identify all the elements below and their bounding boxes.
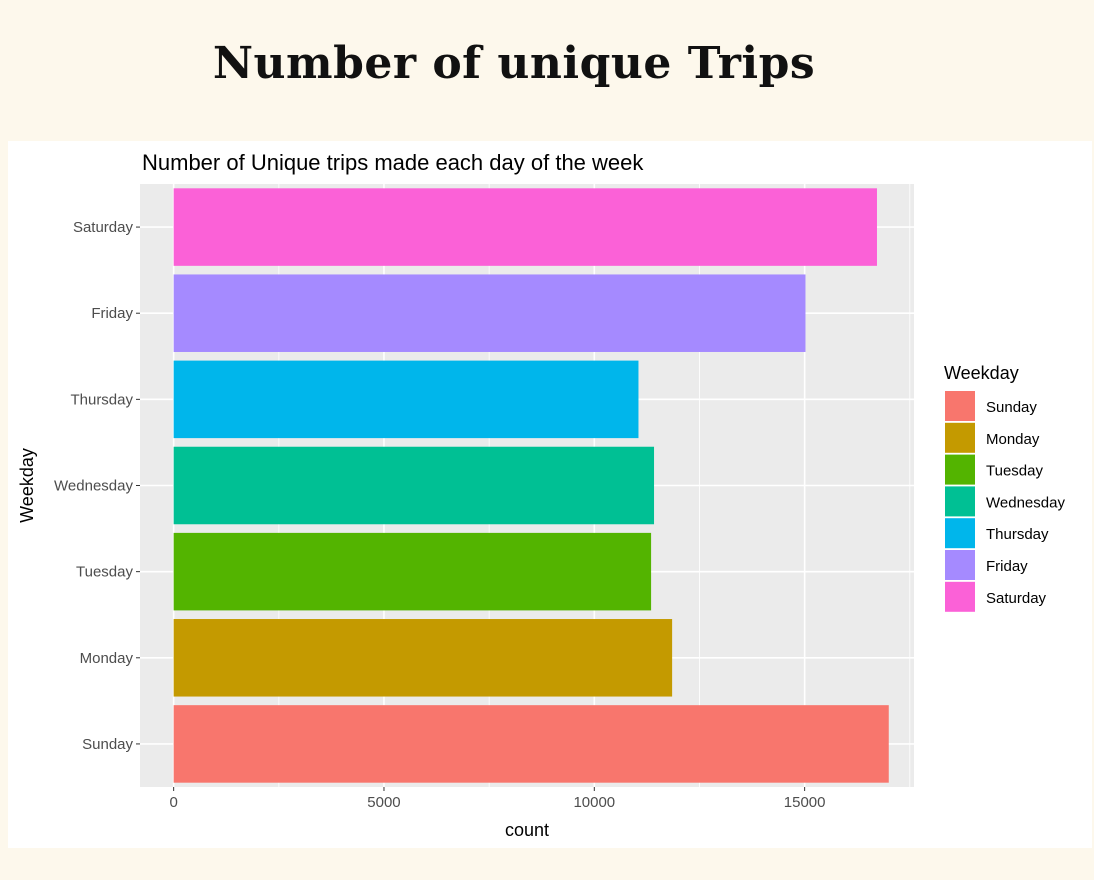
legend-label: Sunday <box>986 399 1037 416</box>
x-axis-title: count <box>505 820 549 840</box>
legend-swatch-friday <box>945 550 975 580</box>
bar-sunday <box>173 705 889 783</box>
y-tick-label: Thursday <box>70 391 133 408</box>
bar-chart: Sunday Monday Tuesday Wednesday Thursday Frid… <box>17 150 1065 840</box>
legend-swatch-wednesday <box>945 486 975 517</box>
legend-label: Saturday <box>986 590 1047 607</box>
bar-wednesday <box>173 446 655 525</box>
bar-thursday <box>173 360 639 439</box>
y-tick-label: Sunday <box>82 736 133 753</box>
legend-label: Tuesday <box>986 463 1043 480</box>
y-axis-title: Weekday <box>17 448 37 523</box>
legend-label: Wednesday <box>986 494 1065 511</box>
x-tick-label: 0 <box>169 794 177 811</box>
legend-label: Thursday <box>986 526 1049 543</box>
legend-swatch-thursday <box>945 518 975 549</box>
plot-card: Sunday Monday Tuesday Wednesday Thursday Frid… <box>8 141 1092 848</box>
legend-label: Friday <box>986 558 1028 575</box>
y-tick-label: Tuesday <box>76 564 133 581</box>
slide-title: Number of unique Trips <box>212 38 816 89</box>
chart-title: Number of Unique trips made each day of … <box>142 150 644 175</box>
legend-label: Monday <box>986 431 1040 448</box>
y-tick-label: Wednesday <box>54 478 133 495</box>
x-tick-label: 10000 <box>573 794 615 811</box>
bar-monday <box>173 619 673 697</box>
legend-swatch-saturday <box>945 581 975 612</box>
legend-swatch-tuesday <box>945 454 975 485</box>
y-tick-label: Saturday <box>73 219 134 236</box>
bar-friday <box>173 274 806 352</box>
legend-swatch-sunday <box>945 391 975 421</box>
y-tick-label: Friday <box>91 305 133 322</box>
y-tick-label: Monday <box>80 650 134 667</box>
legend-swatch-monday <box>945 422 975 453</box>
x-tick-label: 15000 <box>784 794 826 811</box>
bar-tuesday <box>173 532 652 611</box>
legend-title: Weekday <box>944 363 1019 383</box>
x-tick-label: 5000 <box>367 794 400 811</box>
bar-saturday <box>173 188 877 266</box>
